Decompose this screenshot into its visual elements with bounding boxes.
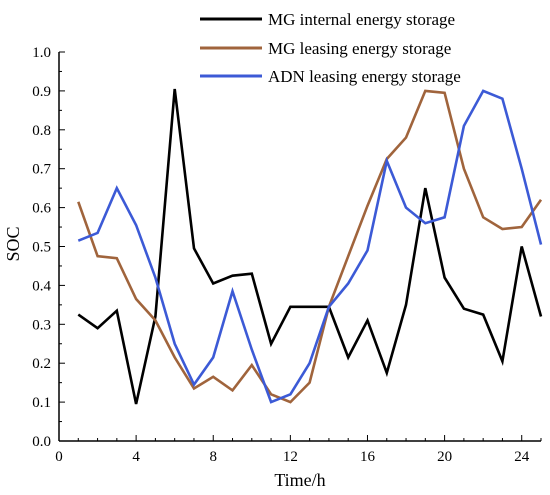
y-tick-label: 0.8	[32, 123, 51, 139]
series-line-3	[77, 89, 543, 404]
y-tick-label: 1.0	[32, 45, 51, 61]
series-line-1	[77, 88, 543, 405]
y-tick-label: 0.9	[32, 84, 51, 100]
y-tick-label: 0.6	[32, 201, 51, 217]
y-axis-title: SOC	[3, 226, 23, 261]
x-tick-label: 8	[209, 449, 217, 465]
y-tick-label: 0.2	[32, 356, 51, 372]
y-tick-label: 0.5	[32, 240, 51, 256]
x-tick-label: 12	[283, 449, 298, 465]
series-lines	[77, 88, 543, 405]
legend-label-mg-leasing: MG leasing energy storage	[268, 39, 451, 58]
y-tick-label: 0.7	[32, 162, 51, 178]
x-tick-label: 24	[514, 449, 530, 465]
legend-label-adn-leasing: ADN leasing energy storage	[268, 67, 461, 86]
y-tick-label: 0.3	[32, 317, 51, 333]
legend-label-mg-internal: MG internal energy storage	[268, 10, 455, 29]
legend: MG internal energy storage MG leasing en…	[200, 10, 461, 86]
x-axis-title: Time/h	[274, 470, 325, 490]
y-tick-label: 0.4	[32, 278, 51, 294]
x-tick-label: 16	[360, 449, 376, 465]
y-tick-label: 0.1	[32, 395, 51, 411]
x-tick-label: 0	[55, 449, 63, 465]
y-tick-label: 0.0	[32, 434, 51, 450]
x-tick-label: 20	[437, 449, 452, 465]
x-tick-label: 4	[132, 449, 140, 465]
axes: 0 4 8 12 16 20 24 0.0 0.1 0.2 0.3 0.4 0.5 0.6 0.7 0.8 0.…	[32, 45, 542, 465]
series-line-2	[77, 89, 543, 404]
